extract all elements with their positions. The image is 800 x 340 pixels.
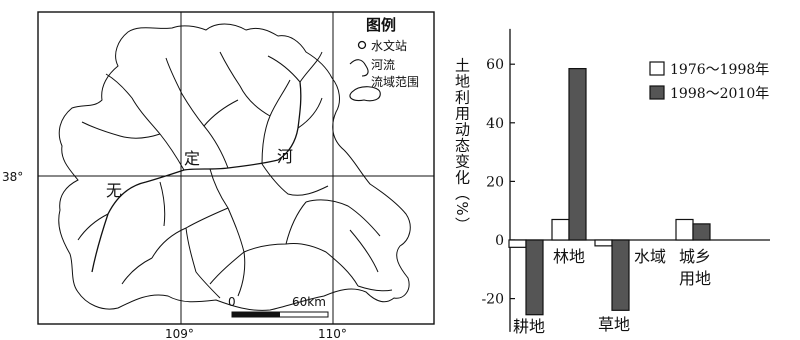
legend-title: 图例 bbox=[366, 16, 396, 34]
category-label: 草地 bbox=[598, 315, 630, 334]
bar-series1 bbox=[508, 239, 527, 248]
map-frame bbox=[37, 11, 435, 325]
main-river bbox=[91, 81, 302, 273]
y-tick-label: -20 bbox=[481, 292, 504, 308]
legend-label: 1976～1998年 bbox=[670, 62, 769, 78]
bar-series2 bbox=[611, 239, 630, 311]
y-axis-label: 土地利用动态变化（%） bbox=[453, 57, 471, 232]
category-label: 林地 bbox=[553, 247, 585, 266]
category-label: 用地 bbox=[679, 269, 711, 288]
y-tick-label: 20 bbox=[486, 174, 504, 190]
bars bbox=[508, 67, 711, 316]
river-name-char: 定 bbox=[184, 149, 200, 168]
river-name-char: 无 bbox=[106, 181, 122, 200]
chart-legend: 1976～1998年 1998～2010年 bbox=[649, 61, 769, 102]
lat-38-label: 38° bbox=[2, 170, 23, 184]
bar-series1 bbox=[675, 218, 694, 241]
y-tick-label: 40 bbox=[486, 116, 504, 132]
lon-109-label: 109° bbox=[165, 327, 194, 340]
tributary-river bbox=[77, 163, 393, 299]
map-legend: 图例 水文站 河流 流域范围 bbox=[349, 16, 419, 102]
category-label: 耕地 bbox=[513, 317, 545, 336]
legend-label: 1998～2010年 bbox=[670, 86, 769, 102]
basin-boundary bbox=[58, 23, 411, 311]
station-circle-icon bbox=[357, 40, 367, 50]
y-axis: -20 0 20 40 60 bbox=[481, 28, 770, 332]
bar-series1 bbox=[551, 218, 570, 241]
legend-label: 河流 bbox=[371, 58, 395, 72]
scale-distance-label: 60km bbox=[292, 295, 326, 309]
bar-series2 bbox=[692, 223, 711, 241]
scale-zero-label: 0 bbox=[228, 295, 236, 309]
bar-series1 bbox=[594, 239, 613, 247]
legend-label: 水文站 bbox=[371, 38, 407, 53]
legend-swatch bbox=[649, 61, 665, 76]
river-name-char: 河 bbox=[277, 147, 293, 166]
river-line-icon bbox=[349, 59, 369, 77]
y-tick-label: 60 bbox=[486, 57, 504, 73]
y-tick-label: 0 bbox=[495, 233, 504, 249]
legend-label: 流域范围 bbox=[371, 75, 419, 89]
category-label: 水域 bbox=[634, 247, 666, 266]
category-label: 城乡 bbox=[679, 247, 711, 266]
basin-outline-icon bbox=[349, 86, 381, 102]
scale-bar: 0 60km bbox=[228, 295, 329, 318]
legend-swatch bbox=[649, 85, 665, 100]
bar-series2 bbox=[568, 67, 587, 241]
lon-110-label: 110° bbox=[318, 327, 347, 340]
basin-map: 38° 109° 110° 无 定 河 0 60km 图例 水文站 河流 流域范… bbox=[2, 11, 435, 340]
tributary-river bbox=[81, 51, 323, 171]
bar-series2 bbox=[525, 239, 544, 316]
